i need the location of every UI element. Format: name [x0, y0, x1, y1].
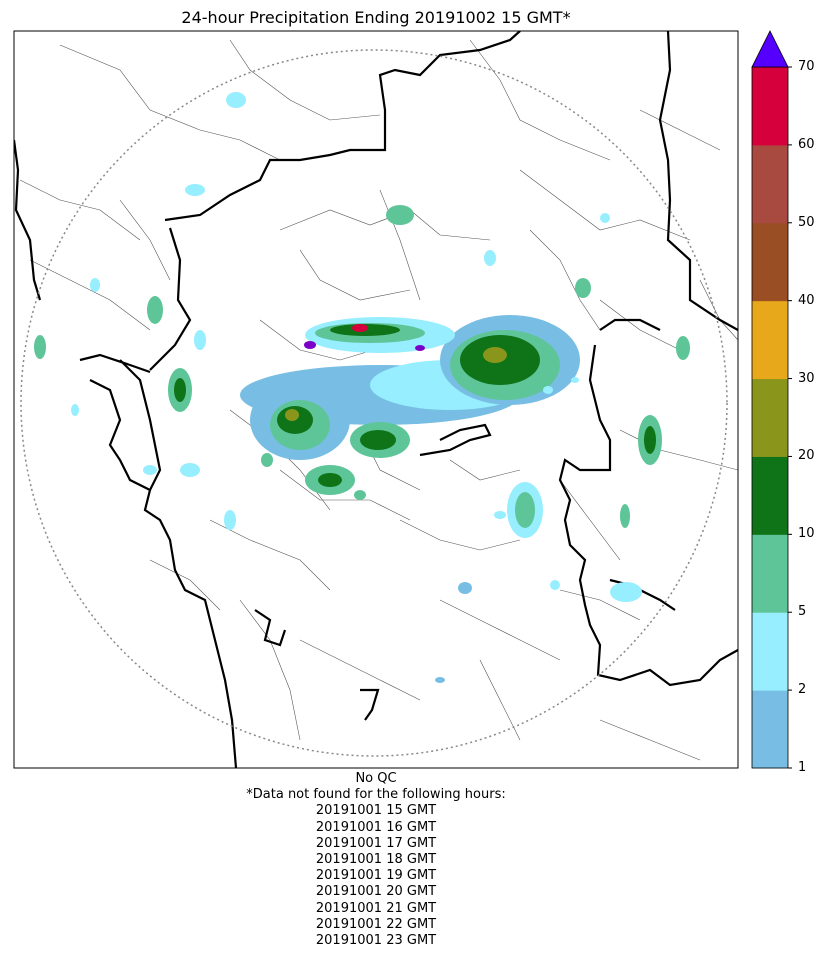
colorbar-tick-label: 20 — [798, 448, 815, 464]
colorbar-segment — [752, 222, 788, 302]
missing-hour: 20191001 22 GMT — [315, 916, 437, 932]
colorbar-segment — [752, 67, 788, 146]
missing-hour: 20191001 18 GMT — [315, 852, 437, 868]
colorbar-extend-triangle — [751, 30, 789, 68]
colorbar-tick-label: 60 — [798, 136, 815, 152]
colorbar-tick-label: 70 — [798, 59, 815, 74]
colorbar-tick-label: 1 — [798, 760, 807, 775]
colorbar-segment — [752, 378, 788, 457]
colorbar-segment — [752, 534, 788, 613]
colorbar-segment — [752, 612, 788, 691]
colorbar-segment — [752, 690, 788, 769]
missing-hour: 20191001 19 GMT — [315, 868, 437, 884]
qc-note: No QC — [355, 771, 397, 786]
missing-hour: 20191001 16 GMT — [315, 819, 437, 835]
colorbar-tick-label: 10 — [798, 526, 815, 542]
footer-notes: No QC *Data not found for the following … — [14, 771, 738, 949]
colorbar-tick-label: 40 — [798, 292, 815, 308]
colorbar-tick-label: 2 — [798, 682, 807, 698]
map-title: 24-hour Precipitation Ending 20191002 15… — [181, 8, 571, 27]
colorbar-segment — [752, 456, 788, 535]
district-boundaries — [19, 39, 738, 761]
colorbar-tick-label: 5 — [798, 604, 807, 620]
precipitation-field — [34, 92, 690, 683]
colorbar-tick-label: 30 — [798, 370, 815, 386]
missing-data-header: *Data not found for the following hours: — [246, 787, 506, 803]
missing-hour: 20191001 17 GMT — [315, 835, 437, 851]
map-frame — [13, 30, 739, 769]
radar-range-ring — [20, 49, 728, 757]
colorbar-segment — [752, 144, 788, 224]
colorbar-tick-label: 50 — [798, 214, 815, 230]
missing-hour: 20191001 21 GMT — [315, 900, 437, 916]
missing-hour: 20191001 20 GMT — [315, 884, 437, 900]
missing-hour: 20191001 15 GMT — [315, 803, 437, 819]
colorbar-segment — [752, 300, 788, 380]
state-boundaries — [14, 31, 738, 768]
missing-hour: 20191001 23 GMT — [315, 933, 437, 949]
